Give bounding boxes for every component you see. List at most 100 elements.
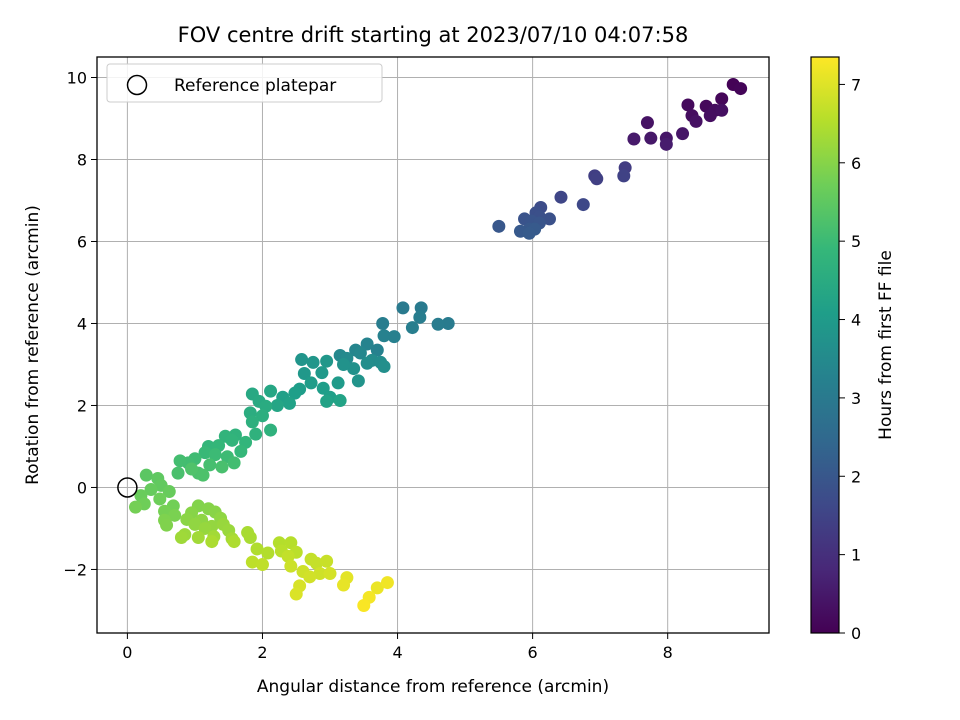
x-tick-label: 2	[257, 643, 267, 662]
data-point	[198, 521, 212, 535]
data-point	[323, 567, 337, 581]
data-point	[689, 114, 703, 128]
legend-marker-icon	[126, 74, 148, 96]
colorbar-tick-label: 1	[851, 546, 861, 565]
x-tick-label: 4	[392, 643, 402, 662]
data-point	[249, 427, 263, 441]
data-point	[171, 466, 185, 480]
data-point	[282, 396, 296, 410]
colorbar-tick-label: 2	[851, 467, 861, 486]
data-point	[676, 127, 690, 141]
data-point	[281, 549, 295, 563]
y-tick-label: 6	[77, 232, 87, 251]
colorbar-gradient	[810, 56, 840, 634]
data-point	[659, 137, 673, 151]
data-point	[196, 468, 210, 482]
y-tick-label: 8	[77, 150, 87, 169]
data-point	[139, 468, 153, 482]
data-point	[681, 98, 695, 112]
y-tick-label: 10	[67, 68, 87, 87]
data-point	[431, 317, 445, 331]
data-point	[243, 530, 257, 544]
data-point	[370, 343, 384, 357]
data-point	[522, 226, 536, 240]
data-point	[337, 357, 351, 371]
data-point	[264, 423, 278, 437]
data-point	[377, 329, 391, 343]
data-point	[413, 310, 427, 324]
data-point	[405, 321, 419, 335]
data-point	[153, 492, 167, 506]
plot-frame	[96, 56, 770, 634]
data-point	[351, 374, 365, 388]
data-point	[198, 446, 212, 460]
data-point	[576, 198, 590, 212]
data-point	[234, 444, 248, 458]
x-tick-label: 6	[528, 643, 538, 662]
data-point	[225, 433, 239, 447]
data-point	[377, 360, 391, 374]
data-point	[360, 337, 374, 351]
colorbar-tick-label: 0	[851, 624, 861, 643]
data-point	[215, 460, 229, 474]
data-point	[203, 458, 217, 472]
data-point	[376, 316, 390, 330]
y-axis-ticks: −2 0 2 4 6 8 10	[63, 68, 97, 579]
data-point	[320, 394, 334, 408]
legend-label-reference-platepar: Reference platepar	[174, 76, 336, 96]
data-point	[208, 448, 222, 462]
data-point	[331, 376, 345, 390]
y-tick-label: 2	[77, 396, 87, 415]
x-axis-label: Angular distance from reference (arcmin)	[257, 677, 609, 697]
data-point	[185, 462, 199, 476]
data-point	[734, 82, 748, 96]
data-point	[162, 485, 176, 499]
plot-area	[96, 56, 770, 634]
colorbar-ticks: 0 1 2 3 4 5 6 7	[839, 75, 861, 643]
data-point	[227, 456, 241, 470]
data-point	[370, 581, 384, 595]
data-point	[303, 570, 317, 584]
data-point	[316, 381, 330, 395]
data-point	[191, 530, 205, 544]
legend: Reference platepar	[106, 63, 383, 103]
data-point	[158, 504, 172, 518]
colorbar-label: Hours from first FF file	[876, 250, 896, 440]
data-points	[128, 77, 748, 613]
data-point	[715, 92, 729, 106]
y-axis-label: Rotation from reference (arcmin)	[23, 205, 43, 485]
data-point	[270, 398, 284, 412]
data-point	[261, 546, 275, 560]
y-tick-label: 4	[77, 314, 87, 333]
data-point	[313, 567, 327, 581]
data-point	[543, 212, 557, 226]
data-point	[160, 518, 174, 532]
data-point	[128, 500, 142, 514]
data-point	[492, 219, 506, 233]
y-tick-label: −2	[63, 560, 87, 579]
chart-title: FOV centre drift starting at 2023/07/10 …	[178, 23, 689, 47]
grid-lines	[97, 57, 769, 633]
data-point	[245, 555, 259, 569]
data-point	[306, 355, 320, 369]
data-point	[227, 535, 241, 549]
data-point	[250, 542, 264, 556]
data-point	[396, 301, 410, 315]
data-point	[297, 366, 311, 380]
data-point	[333, 394, 347, 408]
data-point	[264, 384, 278, 398]
data-point	[387, 330, 401, 344]
data-point	[205, 535, 219, 549]
data-point	[144, 483, 158, 497]
y-tick-label: 0	[77, 478, 87, 497]
data-point	[703, 109, 717, 123]
data-point	[715, 103, 729, 117]
data-point	[315, 366, 329, 380]
data-point	[174, 530, 188, 544]
data-point	[188, 517, 202, 531]
data-point	[353, 346, 367, 360]
data-point	[441, 316, 455, 330]
legend-box	[106, 63, 383, 103]
data-point	[309, 556, 323, 570]
